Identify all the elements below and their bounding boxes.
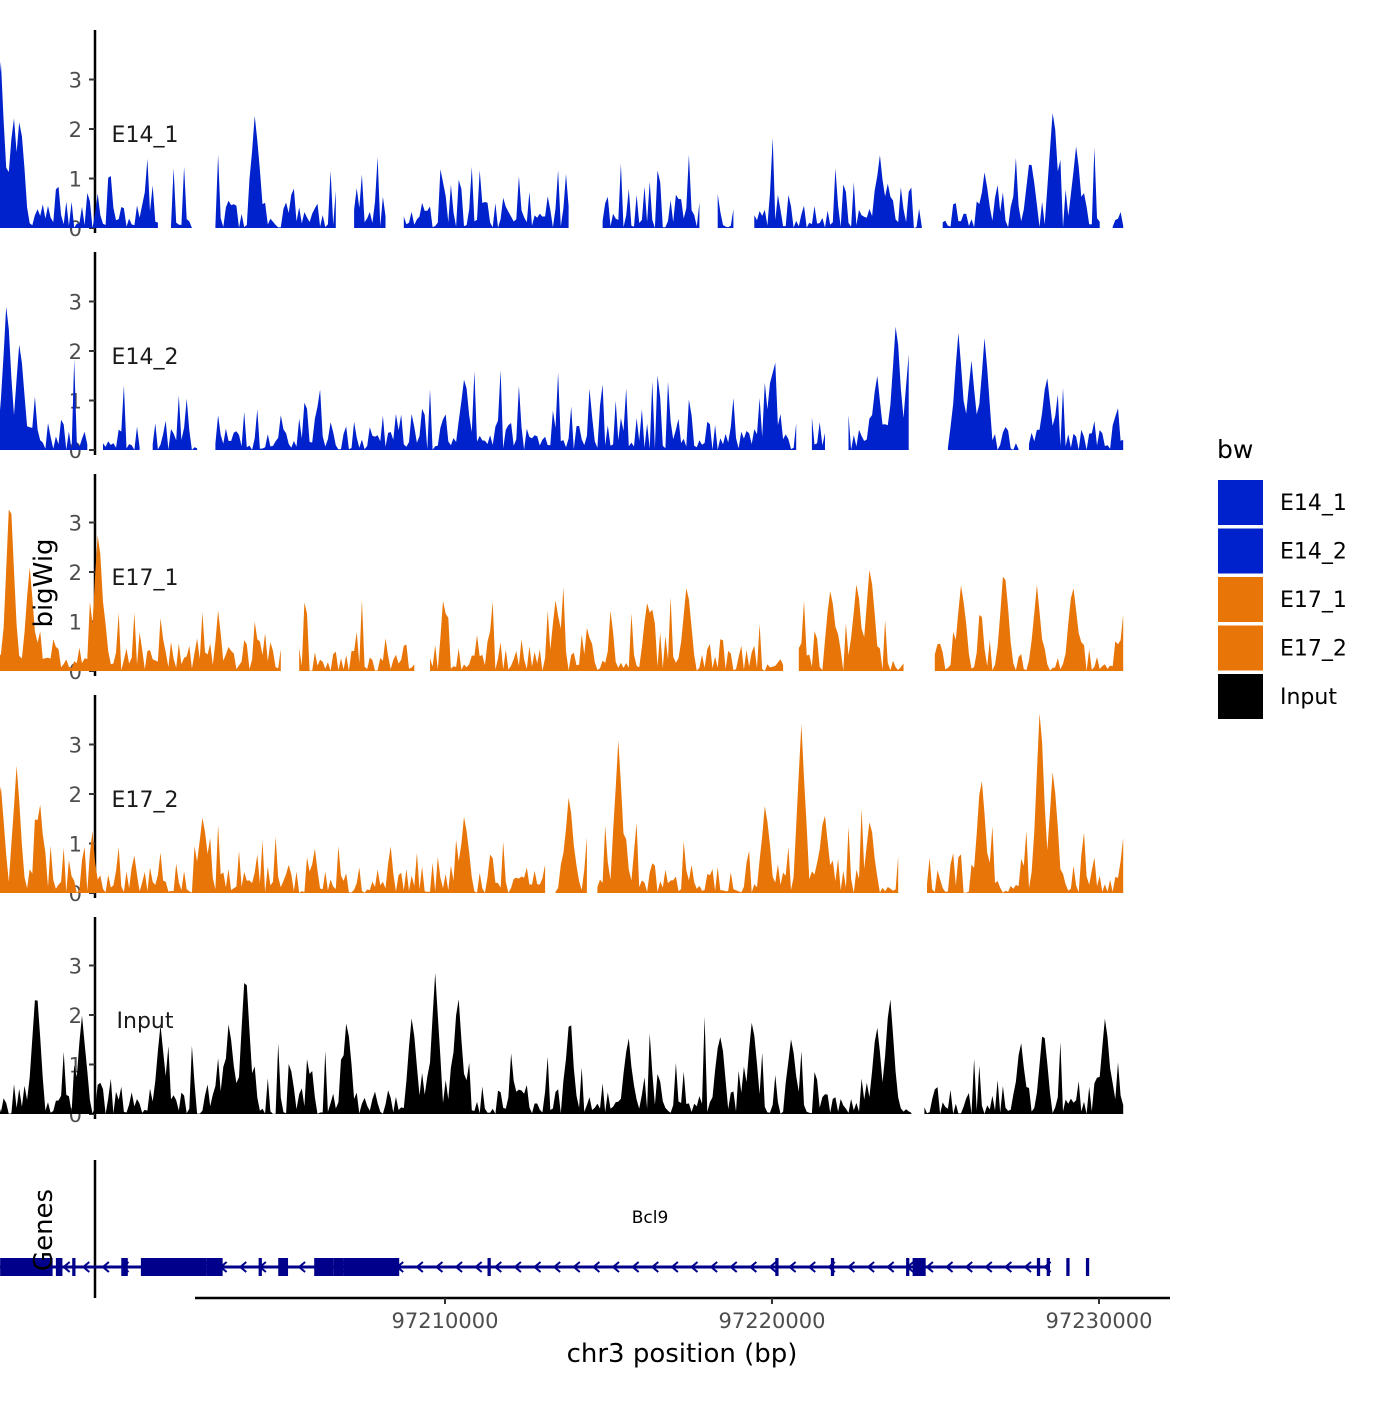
gene-exon xyxy=(278,1258,288,1276)
coverage-area xyxy=(948,333,1019,450)
coverage-area xyxy=(153,396,197,451)
coverage-area xyxy=(103,385,140,450)
coverage-area xyxy=(404,167,569,228)
coverage-area xyxy=(215,116,335,228)
y-tick-label: 2 xyxy=(69,783,82,807)
coverage-area xyxy=(1029,378,1123,450)
genes-panel-label: Genes xyxy=(29,1189,59,1271)
y-tick-label: 3 xyxy=(69,734,82,758)
gene-exon xyxy=(775,1258,778,1276)
gene-exon xyxy=(913,1258,926,1276)
coverage-area xyxy=(943,113,1100,228)
gene-exon xyxy=(1037,1258,1040,1276)
gene-exon xyxy=(1086,1258,1089,1276)
gene-exon xyxy=(121,1258,128,1276)
gene-exon xyxy=(488,1258,491,1276)
legend-label: E14_1 xyxy=(1280,491,1347,516)
y-tick-label: 2 xyxy=(69,561,82,585)
gene-exon xyxy=(141,1258,206,1276)
y-tick-label: 3 xyxy=(69,291,82,315)
coverage-area xyxy=(1113,212,1124,228)
legend-swatch xyxy=(1218,674,1263,719)
legend-swatch xyxy=(1218,626,1263,671)
x-axis-label: chr3 position (bp) xyxy=(567,1339,798,1369)
coverage-area xyxy=(597,724,898,893)
coverage-area xyxy=(0,307,87,450)
track-label: E14_2 xyxy=(112,345,179,370)
y-tick-label: 3 xyxy=(69,69,82,93)
gene-exon xyxy=(72,1258,75,1276)
track-label: E14_1 xyxy=(112,123,179,148)
gene-exon xyxy=(314,1258,334,1276)
y-tick-label: 2 xyxy=(69,118,82,142)
y-tick-label: 1 xyxy=(69,611,82,635)
coverage-area xyxy=(171,167,192,228)
legend-label: E17_1 xyxy=(1280,588,1347,613)
y-tick-label: 3 xyxy=(69,955,82,979)
coverage-area xyxy=(718,194,734,228)
y-tick-label: 2 xyxy=(69,340,82,364)
coverage-area xyxy=(924,1019,1123,1114)
coverage-area xyxy=(354,157,385,228)
y-tick-label: 2 xyxy=(69,1004,82,1028)
coverage-area xyxy=(603,155,700,228)
track-label: E17_1 xyxy=(112,566,179,591)
gene-exon xyxy=(344,1258,400,1276)
legend-label: E17_2 xyxy=(1280,637,1347,662)
x-tick-label: 97230000 xyxy=(1046,1309,1153,1333)
coverage-area xyxy=(935,577,1123,671)
coverage-area xyxy=(0,973,911,1114)
legend-swatch xyxy=(1218,529,1263,574)
x-axis: 97210000 97220000 97230000 xyxy=(195,1298,1170,1333)
coverage-area xyxy=(430,587,783,671)
y-tick-label: 1 xyxy=(69,168,82,192)
legend-title: bw xyxy=(1217,435,1253,464)
genes-panel: Bcl9 xyxy=(0,1160,1089,1298)
legend-swatch xyxy=(1218,577,1263,622)
gene-exon xyxy=(1066,1258,1069,1276)
gene-exon xyxy=(831,1258,834,1276)
legend-label: Input xyxy=(1280,685,1337,710)
coverage-area xyxy=(812,417,825,450)
gene-exon xyxy=(206,1258,222,1276)
coverage-area xyxy=(927,713,1123,893)
gene-exon xyxy=(334,1258,344,1276)
gene-name-label: Bcl9 xyxy=(632,1208,669,1228)
coverage-tracks: 0123E14_10123E14_20123E17_10123E17_20123… xyxy=(0,30,1123,1127)
y-axis-label: bigWig xyxy=(29,538,59,627)
coverage-area xyxy=(849,327,909,450)
track-label: E17_2 xyxy=(112,788,179,813)
x-tick-label: 97220000 xyxy=(719,1309,826,1333)
coverage-area xyxy=(215,363,796,450)
coverage-area xyxy=(299,600,414,671)
y-tick-label: 1 xyxy=(69,833,82,857)
legend: bw E14_1 E14_2 E17_1 E17_2 Input xyxy=(1217,435,1347,719)
gene-exon xyxy=(1047,1258,1050,1276)
gene-exon xyxy=(906,1258,909,1276)
legend-swatch xyxy=(1218,480,1263,525)
coverage-area xyxy=(556,798,587,893)
x-tick-label: 97210000 xyxy=(392,1309,499,1333)
y-tick-label: 3 xyxy=(69,512,82,536)
coverage-area xyxy=(754,138,922,228)
track-label: Input xyxy=(117,1009,174,1034)
gene-exon xyxy=(259,1258,262,1276)
coverage-area xyxy=(799,570,904,671)
legend-label: E14_2 xyxy=(1280,540,1347,565)
